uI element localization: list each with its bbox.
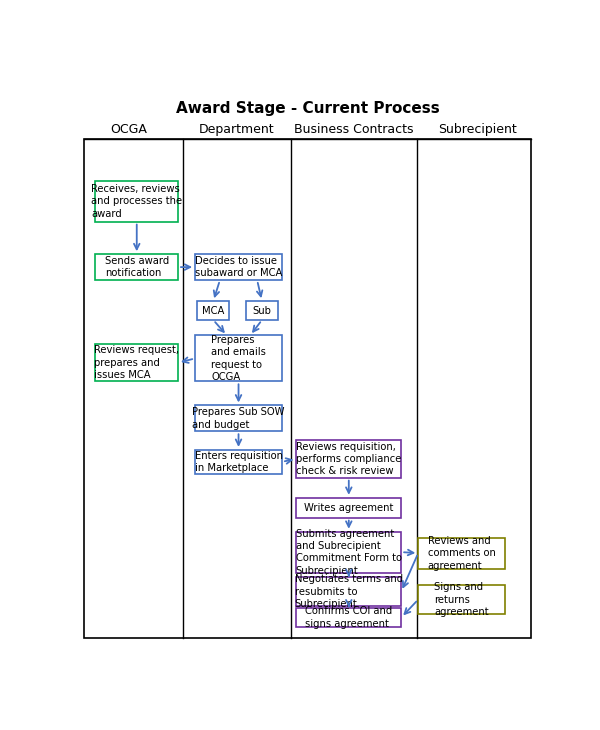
Text: Subrecipient: Subrecipient (438, 123, 517, 137)
Bar (296, 577, 401, 606)
Bar (95, 181, 178, 222)
Text: Prepares Sub SOW
and budget: Prepares Sub SOW and budget (192, 407, 285, 429)
Bar (197, 301, 229, 320)
Bar (195, 254, 282, 280)
Text: Sends award
notification: Sends award notification (104, 256, 169, 278)
Bar (296, 498, 401, 518)
Bar (246, 301, 278, 320)
Bar (195, 405, 282, 431)
Text: Reviews request,
prepares and
issues MCA: Reviews request, prepares and issues MCA (94, 345, 179, 380)
Bar (296, 607, 401, 628)
Bar (195, 336, 282, 381)
Text: Writes agreement: Writes agreement (304, 503, 394, 512)
Bar (95, 254, 178, 280)
Text: Department: Department (199, 123, 275, 137)
Text: Negotiates terms and
resubmits to
Subrecipient: Negotiates terms and resubmits to Subrec… (295, 574, 403, 609)
Text: Business Contracts: Business Contracts (294, 123, 414, 137)
Text: Enters requisition
in Marketplace: Enters requisition in Marketplace (194, 450, 283, 473)
Text: Signs and
returns
agreement: Signs and returns agreement (434, 582, 489, 617)
Text: Submits agreement
and Subrecipient
Commitment Form to
Subrecipient: Submits agreement and Subrecipient Commi… (296, 529, 402, 576)
Bar (84, 139, 530, 639)
Bar (418, 585, 505, 615)
Bar (296, 531, 401, 572)
Text: Receives, reviews
and processes the
award: Receives, reviews and processes the awar… (91, 184, 182, 218)
Text: Sub: Sub (253, 306, 271, 315)
Text: Reviews and
comments on
agreement: Reviews and comments on agreement (428, 536, 496, 571)
Text: Decides to issue
subaward or MCA: Decides to issue subaward or MCA (195, 256, 282, 278)
Text: Reviews requisition,
performs compliance
check & risk review: Reviews requisition, performs compliance… (296, 442, 401, 477)
Text: OCGA: OCGA (110, 123, 148, 137)
Bar (418, 537, 505, 569)
Text: Award Stage - Current Process: Award Stage - Current Process (176, 101, 439, 116)
Text: Prepares
and emails
request to
OCGA: Prepares and emails request to OCGA (211, 335, 266, 382)
Bar (95, 344, 178, 381)
Bar (296, 440, 401, 477)
Text: Confirms COI and
signs agreement: Confirms COI and signs agreement (305, 607, 392, 629)
Text: MCA: MCA (202, 306, 224, 315)
Bar (195, 450, 282, 474)
